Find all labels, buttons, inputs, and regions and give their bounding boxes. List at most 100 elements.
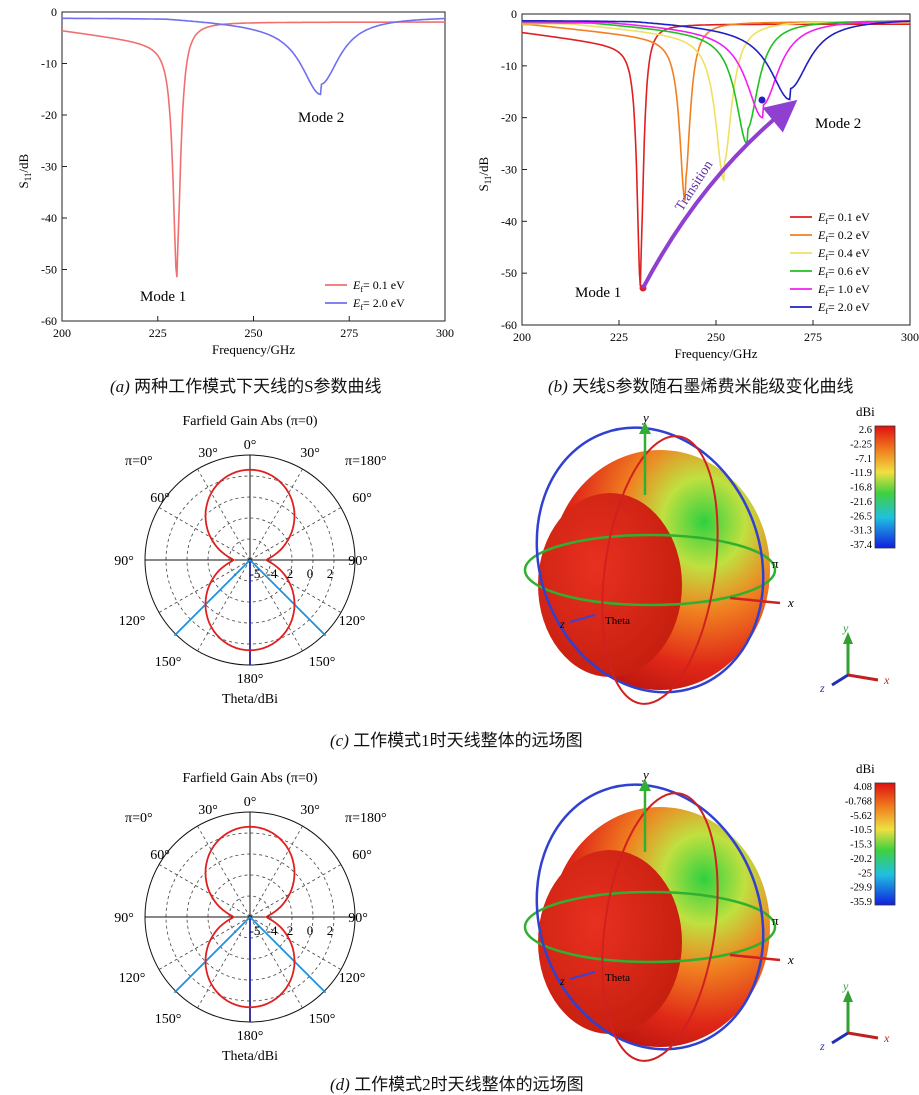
z-axis-arrow (569, 614, 596, 623)
caption-d: (d) 工作模式2时天线整体的远场图 (330, 1070, 584, 1095)
plot-frame (521, 13, 911, 326)
legend-label: Ef= 0.6 eV (817, 264, 870, 280)
polar-radial-label: -5 (250, 923, 261, 938)
colorbar-tick: -37.4 (850, 540, 873, 551)
y-tick-label: -10 (41, 57, 57, 71)
colorbar-tick: -11.9 (851, 468, 872, 479)
colorbar-gradient (874, 782, 896, 906)
colorbar-tick: -20.2 (850, 854, 872, 865)
polar-radial-label: -4 (267, 566, 278, 581)
colorbar-gradient (874, 425, 896, 549)
caption-b-text: 天线S参数随石墨烯费米能级变化曲线 (572, 377, 854, 396)
x-axis-arrow (729, 596, 781, 605)
caption-c-text: 工作模式1时天线整体的远场图 (353, 731, 583, 750)
triad-y-label: y (842, 979, 849, 993)
triad-x-label: x (883, 1031, 890, 1045)
colorbar-tick: -26.5 (850, 511, 872, 522)
colorbar-tick: -0.768 (845, 796, 872, 807)
chart-a: 200 225 250 275 300 0 -10 -20 -30 -40 -50 -60 Freque… (16, 5, 454, 357)
polar-angle-label: 120° (339, 971, 366, 986)
polar-phi-left: π=0° (125, 811, 153, 826)
polar-angle-label: 150° (155, 1012, 182, 1027)
colorbar-d: dBi 4.08 -0.768 -5.62 -10.5 -15.3 -20.2 -25 -29.… (845, 761, 896, 908)
series-line (522, 20, 910, 183)
polar-angle-label: 120° (119, 971, 146, 986)
y-tick-label: -30 (501, 163, 517, 177)
polar-radial-label: 2 (327, 923, 334, 938)
polar-xlabel: Theta/dBi (222, 692, 278, 707)
phi-cut-ring (523, 890, 777, 964)
polar-gain-pattern (204, 825, 296, 1009)
legend-label: Ef= 1.0 eV (817, 282, 870, 298)
x-tick-label: 250 (707, 330, 725, 344)
triad-x-label: x (883, 673, 890, 687)
legend-label: Ef= 0.2 eV (817, 228, 870, 244)
pi-label: π (772, 556, 779, 571)
legend-label: Ef= 0.4 eV (817, 246, 870, 262)
caption-b-label: (b) (548, 377, 568, 396)
y-tick-label: -50 (41, 263, 57, 277)
triad-y-label: y (842, 621, 849, 635)
polar-grid-spoke (249, 864, 342, 918)
caption-d-text: 工作模式2时天线整体的远场图 (354, 1075, 584, 1094)
colorbar-tick: -15.3 (850, 840, 872, 851)
y-tick-label: -60 (501, 318, 517, 332)
mode2-point (758, 96, 766, 104)
x-tick-label: 225 (610, 330, 628, 344)
x-axis-label: Frequency/GHz (674, 346, 757, 361)
legend-label: Ef= 2.0 eV (817, 300, 870, 316)
series-line (522, 19, 910, 101)
y-tick-label: -50 (501, 266, 517, 280)
y-tick-label: -60 (41, 314, 57, 328)
triad-y-head (843, 632, 853, 644)
caption-b: (b) 天线S参数随石墨烯费米能级变化曲线 (548, 372, 854, 397)
plot-frame (61, 11, 446, 322)
triad-x (847, 673, 879, 682)
farfield-3d-c: y x z Theta π (523, 410, 794, 705)
polar-angle-label: 90° (114, 911, 134, 926)
z-axis-label: z (559, 617, 565, 631)
transition-arrow (641, 99, 798, 289)
polar-angle-label: 120° (339, 614, 366, 629)
polar-grid-spoke (158, 507, 251, 561)
x-tick-label: 275 (340, 326, 358, 340)
caption-a-label: (a) (110, 377, 130, 396)
polar-angle-label: 180° (237, 1029, 264, 1044)
triad-z (831, 1031, 849, 1045)
colorbar-title: dBi (856, 404, 875, 419)
x-tick-label: 300 (901, 330, 919, 344)
colorbar-tick: 2.6 (859, 425, 872, 436)
colorbar-c: dBi 2.6 -2.25 -7.1 -11.9 -16.8 -21.6 -26.5 -31.3… (850, 404, 896, 551)
x-axis-arrow (729, 953, 781, 962)
polar-radial-label: -5 (250, 566, 261, 581)
colorbar-tick: -16.8 (850, 483, 872, 494)
x-tick-label: 225 (149, 326, 167, 340)
y-axis-label: y (641, 410, 649, 425)
polar-beam-line (173, 916, 251, 994)
z-axis-arrow (569, 971, 596, 980)
series-line (522, 20, 910, 146)
polar-phi-right: π=180° (345, 454, 387, 469)
polar-radial-label: 0 (307, 566, 314, 581)
polar-angle-label: 0° (244, 795, 257, 810)
polar-d: Farfield Gain Abs (π=0) 0° 30° 30° 60° 60° 90°… (114, 771, 386, 1064)
polar-angle-label: 90° (114, 554, 134, 569)
theta-label: Theta (605, 972, 630, 984)
polar-angle-label: 180° (237, 672, 264, 687)
polar-beam-line (249, 916, 327, 994)
colorbar-tick: 4.08 (854, 782, 872, 793)
theta-cut-ring-red (601, 435, 719, 705)
annotation-mode1: Mode 1 (140, 289, 186, 305)
series-line (522, 20, 910, 119)
x-tick-label: 275 (804, 330, 822, 344)
y-tick-label: 0 (511, 7, 517, 21)
polar-angle-label: 30° (300, 803, 320, 818)
colorbar-tick: -5.62 (850, 811, 872, 822)
annotation-mode2: Mode 2 (815, 116, 861, 132)
y-tick-label: -20 (41, 108, 57, 122)
colorbar-tick: -10.5 (850, 825, 872, 836)
y-tick-label: 0 (51, 5, 57, 19)
caption-d-label: (d) (330, 1075, 350, 1094)
polar-angle-label: 60° (352, 848, 372, 863)
x-tick-label: 300 (436, 326, 454, 340)
